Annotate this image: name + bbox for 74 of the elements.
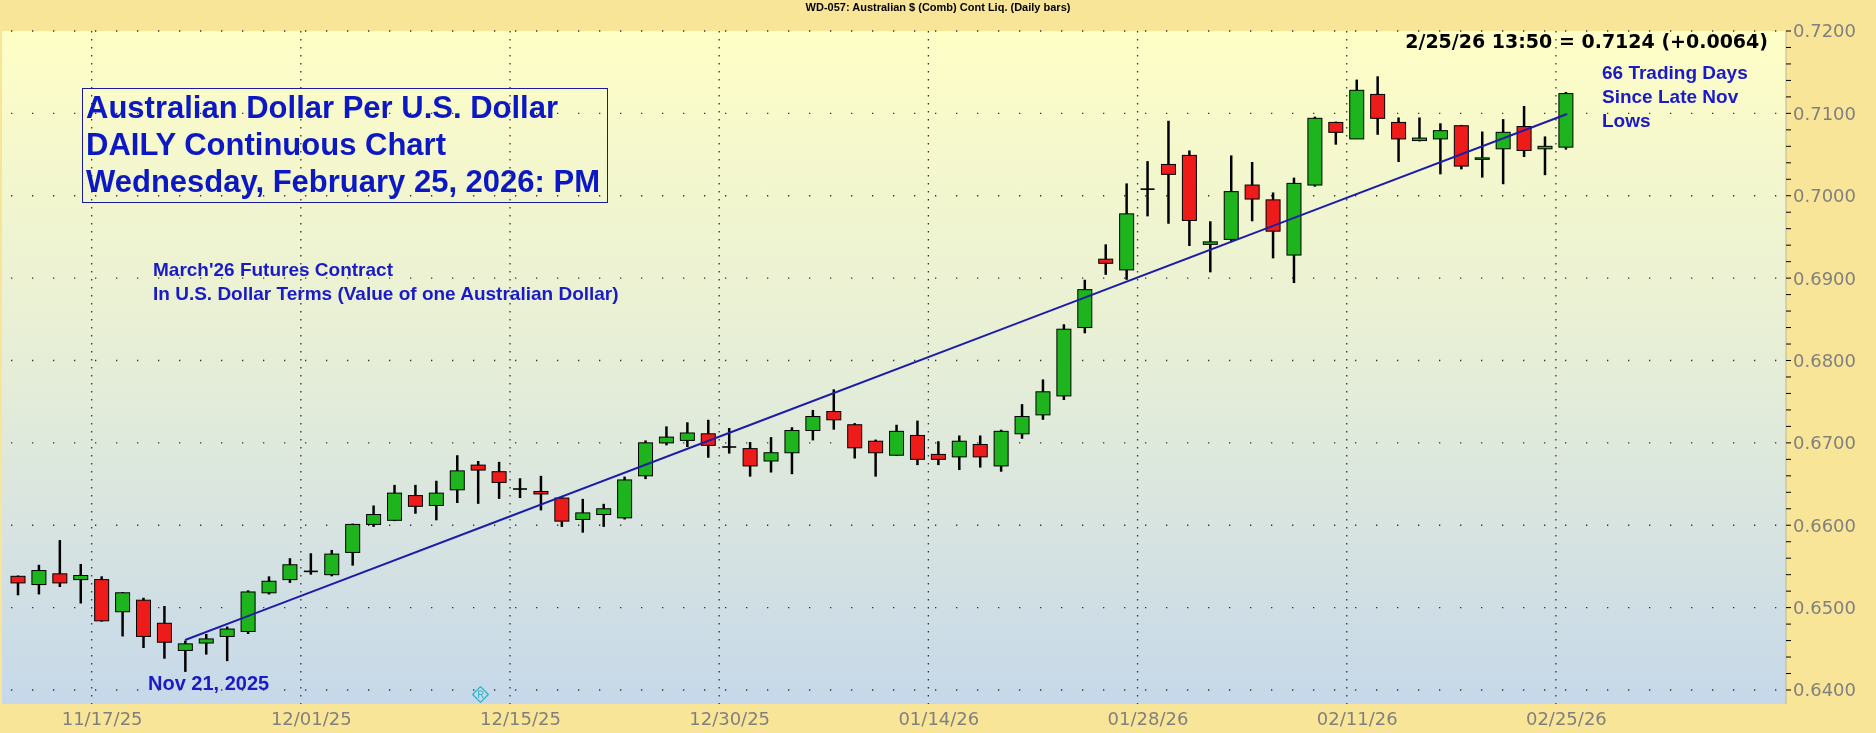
candlestick (972, 434, 988, 469)
candlestick (1098, 243, 1114, 277)
annotation: 2/25/26 13:50 = 0.7124 (+0.0064) (1405, 30, 1768, 52)
candlestick (512, 477, 528, 500)
candlestick (1516, 104, 1532, 159)
text: March'26 Futures Contract In U.S. Dollar Terms (Value of one Australian Dollar) (153, 258, 619, 306)
candlestick (575, 497, 591, 534)
candlestick (554, 495, 570, 529)
candlestick (826, 388, 842, 431)
text: WD-057: Australian $ (Comb) Cont Liq. (Daily bars) (804, 1, 1072, 13)
candlestick (721, 426, 737, 455)
x-tick-label: 12/01/25 (270, 707, 352, 729)
candlestick (156, 604, 172, 660)
candlestick (219, 625, 235, 663)
candlestick (31, 563, 47, 596)
annotation: 66 Trading Days Since Late Nov Lows (1602, 61, 1748, 133)
candlestick (1014, 402, 1030, 440)
candlestick (658, 425, 674, 447)
candlestick (679, 421, 695, 449)
candlestick (1391, 116, 1407, 164)
annotation: Nov 21, 2025 (148, 672, 270, 695)
y-tick-label: 0.7200 (1793, 20, 1856, 42)
x-tick-label: 01/14/26 (898, 707, 980, 729)
x-tick-label: 12/15/25 (480, 707, 561, 729)
candlestick (889, 423, 905, 458)
y-tick-label: 0.7100 (1793, 102, 1856, 124)
candlestick (951, 434, 967, 472)
y-tick-label: 0.6800 (1793, 349, 1856, 371)
candlestick (909, 419, 925, 467)
candlestick (763, 435, 779, 474)
y-tick-label: 0.6600 (1793, 514, 1856, 536)
candlestick (73, 562, 89, 605)
candlestick (742, 440, 758, 478)
candlestick (1244, 160, 1260, 223)
x-tick-label: 01/28/26 (1107, 707, 1189, 729)
candlestick (533, 474, 549, 512)
y-tick-label: 0.6700 (1793, 432, 1856, 454)
candlestick (1139, 159, 1156, 218)
y-tick-label: 0.7000 (1793, 185, 1856, 207)
text: Australian Dollar Per U.S. Dollar DAILY Continuous Chart Wednesday, February 25, 2026: PM (82, 88, 609, 203)
candlestick (282, 556, 298, 585)
y-tick-label: 0.6400 (1793, 679, 1856, 701)
candlestick (177, 639, 193, 674)
y-tick-label: 0.6900 (1793, 267, 1856, 289)
candlestick (784, 425, 800, 476)
candlestick (115, 590, 131, 638)
candlestick (596, 502, 612, 529)
candlestick (428, 479, 444, 522)
x-tick-label: 11/17/25 (61, 707, 143, 729)
candlestick (868, 438, 884, 478)
candlestick (261, 575, 277, 596)
candlestick (1474, 130, 1490, 179)
candlestick (805, 408, 821, 442)
candlestick (1035, 378, 1051, 422)
candlestick (10, 574, 26, 597)
candlestick (407, 483, 423, 515)
x-tick-label: 12/30/25 (689, 707, 771, 729)
y-tick-label: 0.6500 (1793, 597, 1856, 619)
candlestick (324, 548, 340, 578)
x-tick-label: 02/25/26 (1525, 707, 1607, 729)
candlestick (930, 439, 946, 467)
candlestick (198, 632, 214, 656)
candlestick (470, 459, 486, 506)
candlestick (449, 453, 465, 505)
candlestick (1432, 122, 1448, 176)
candlestick (491, 460, 507, 501)
candlestick (366, 504, 382, 529)
candlestick (1202, 220, 1218, 274)
x-tick-label: 02/11/26 (1316, 707, 1398, 729)
candlestick (52, 538, 68, 589)
candlestick (1370, 75, 1386, 137)
candlestick (1537, 135, 1553, 177)
candlestick (1160, 119, 1176, 226)
candlestick (847, 421, 863, 460)
